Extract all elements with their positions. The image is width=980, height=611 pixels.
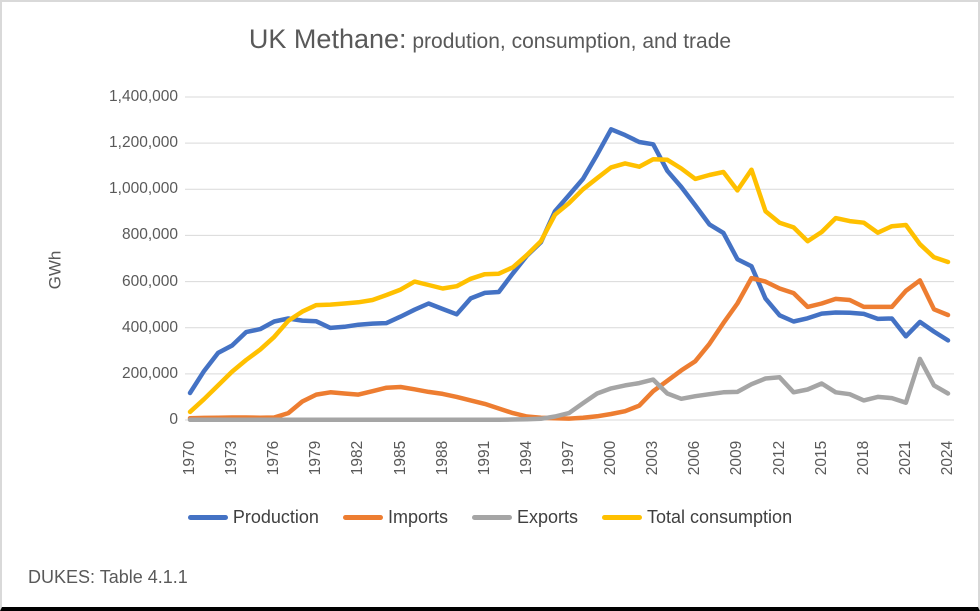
x-tick-label: 1997 (560, 440, 577, 476)
x-tick-label: 2018 (854, 440, 872, 476)
legend-label: Total consumption (647, 507, 793, 527)
x-tick-label: 1985 (391, 440, 409, 476)
x-tick-label: 1973 (223, 440, 241, 476)
x-tick-label: 2012 (770, 440, 788, 476)
source-note: DUKES: Table 4.1.1 (28, 567, 188, 587)
x-tick-label: 1970 (181, 440, 198, 476)
series-line-exports (187, 356, 951, 423)
legend-swatch-icon (471, 515, 512, 520)
x-tick-label: 2021 (896, 440, 914, 476)
x-tick-label: 2006 (686, 440, 704, 476)
legend-item-total-consumption: Total consumption (602, 507, 792, 528)
series-line-production (187, 127, 951, 396)
legend-item-imports: Imports (342, 507, 448, 528)
x-tick-label: 2015 (812, 440, 830, 476)
x-tick-label: 1976 (265, 440, 283, 476)
y-tick-label: 600,000 (121, 272, 178, 290)
x-tick-label: 2003 (644, 440, 662, 476)
legend-swatch-icon (187, 515, 228, 520)
legend-label: Exports (516, 507, 578, 527)
legend: Production Imports Exports Total consumptio… (2, 507, 978, 528)
legend-item-production: Production (187, 507, 319, 528)
legend-swatch-icon (602, 515, 642, 520)
x-tick-label: 2009 (728, 440, 746, 476)
y-tick-label: 0 (169, 411, 178, 428)
legend-item-exports: Exports (471, 507, 578, 528)
y-tick-label: 1,000,000 (109, 180, 178, 198)
chart-title-main: UK Methane: (248, 24, 407, 54)
series-line-total-consumption (187, 157, 951, 415)
x-tick-label: 1979 (307, 440, 325, 476)
legend-label: Production (232, 507, 319, 527)
x-tick-label: 1982 (349, 440, 367, 476)
series-line-imports (187, 275, 951, 421)
y-tick-label: 1,200,000 (109, 134, 178, 152)
y-tick-label: 200,000 (121, 364, 178, 382)
y-tick-label: 1,400,000 (109, 88, 178, 105)
chart-title-sub: prodution, consumption, and trade (406, 30, 732, 53)
x-tick-label: 2000 (602, 440, 620, 476)
x-tick-label: 1988 (433, 440, 451, 476)
legend-swatch-icon (342, 515, 383, 520)
y-tick-label: 400,000 (121, 318, 178, 336)
legend-label: Imports (387, 507, 448, 527)
x-tick-label: 2024 (939, 440, 956, 476)
chart-title: UK Methane: prodution, consumption, and … (2, 24, 978, 55)
x-tick-label: 1994 (517, 440, 535, 476)
y-tick-label: 800,000 (121, 226, 178, 244)
x-tick-label: 1991 (475, 440, 493, 476)
